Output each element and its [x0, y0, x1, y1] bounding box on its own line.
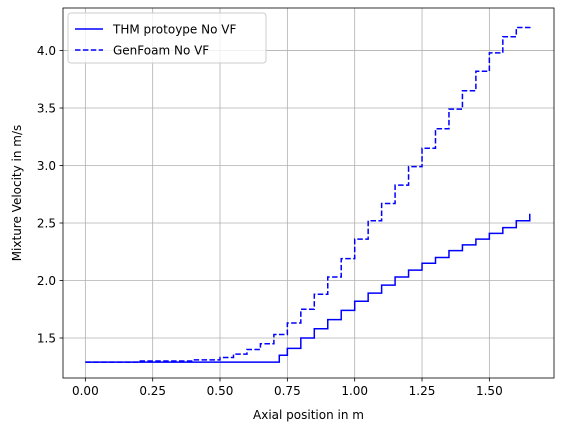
x-axis-label: Axial position in m: [253, 408, 364, 422]
y-axis-label: Mixture Velocity in m/s: [10, 125, 24, 262]
x-tick-label: 0.00: [72, 384, 99, 398]
x-tick-label: 0.25: [139, 384, 166, 398]
y-tick-label: 2.5: [37, 217, 56, 231]
x-tick-label: 0.75: [274, 384, 301, 398]
y-tick-label: 2.0: [37, 274, 56, 288]
x-tick-label: 1.50: [476, 384, 503, 398]
y-tick-label: 1.5: [37, 331, 56, 345]
legend-label-thm: THM protoype No VF: [112, 23, 236, 37]
y-tick-label: 3.0: [37, 159, 56, 173]
x-tick-label: 1.25: [409, 384, 436, 398]
y-tick-label: 3.5: [37, 102, 56, 116]
x-tick-label: 1.00: [341, 384, 368, 398]
legend: THM protoype No VF GenFoam No VF: [68, 13, 266, 63]
x-tick-label: 0.50: [207, 384, 234, 398]
legend-label-genfoam: GenFoam No VF: [113, 44, 209, 58]
y-tick-label: 4.0: [37, 44, 56, 58]
